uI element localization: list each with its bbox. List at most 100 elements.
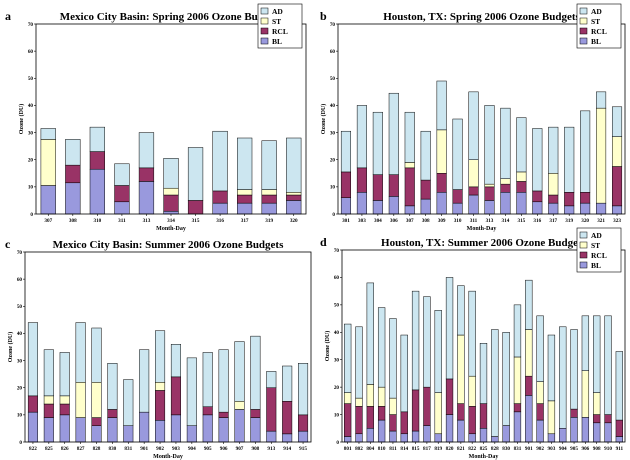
bar-segment-bl — [604, 422, 612, 443]
bar-segment-ad — [547, 334, 556, 402]
bar-segment-ad — [366, 282, 374, 385]
bar-segment-bl — [536, 419, 544, 443]
bar-segment-st — [366, 384, 374, 407]
x-tick-label: 801 — [344, 446, 352, 452]
bar-segment-bl — [356, 192, 367, 215]
bar-segment-bl — [202, 414, 213, 443]
bar-segment-ad — [286, 137, 302, 193]
x-tick-label: 810 — [378, 446, 386, 452]
bar-segment-rcl — [261, 194, 277, 204]
bar-segment-rcl — [43, 403, 54, 418]
x-tick-label: 830 — [502, 446, 510, 452]
bar-segment-rcl — [580, 192, 591, 204]
bar-segment-rcl — [250, 409, 261, 418]
y-axis-label: Ozone (DU) — [7, 332, 14, 363]
bar-segment-rcl — [423, 386, 431, 426]
bar-segment-bl — [186, 425, 197, 443]
y-tick-label: 70 — [334, 248, 340, 254]
bar-segment-rcl — [65, 164, 81, 184]
x-tick-label: 830 — [108, 446, 116, 452]
bar-segment-bl — [581, 417, 590, 443]
x-tick-label: 903 — [548, 446, 556, 452]
bar-segment-bl — [282, 433, 293, 443]
bar-segment-st — [468, 375, 476, 407]
bar-segment-st — [516, 171, 527, 182]
bar-segment-rcl — [163, 194, 179, 212]
x-tick-label: 828 — [491, 446, 499, 452]
bar-segment-st — [593, 392, 601, 415]
y-tick-label: 20 — [28, 158, 34, 164]
panel-letter: a — [5, 9, 11, 23]
y-tick-label: 0 — [19, 440, 22, 446]
legend-label-st: ST — [591, 17, 600, 26]
bar-segment-rcl — [107, 409, 118, 418]
legend-label-bl: BL — [272, 37, 282, 46]
bar-segment-bl — [525, 395, 533, 443]
bar-segment-rcl — [564, 192, 575, 207]
bar-segment-bl — [532, 201, 543, 215]
bar-segment-bl — [436, 192, 447, 215]
bar-segment-rcl — [411, 389, 420, 432]
panel-letter: b — [320, 9, 327, 23]
bar-segment-rcl — [593, 414, 601, 424]
x-tick-label: 911 — [616, 446, 624, 452]
x-tick-label: 901 — [525, 446, 533, 452]
bar-segment-st — [404, 162, 415, 169]
bar-segment-ad — [237, 137, 253, 190]
bar-segment-bl — [212, 202, 228, 215]
y-tick-label: 40 — [334, 330, 340, 336]
bar-segment-ad — [434, 310, 442, 393]
bar-segment-bl — [377, 419, 386, 443]
x-tick-label: 310 — [93, 218, 101, 224]
legend-swatch-rcl — [579, 251, 588, 259]
bar-segment-ad — [479, 343, 488, 404]
bar-segment-ad — [536, 315, 544, 382]
x-tick-label: 826 — [61, 446, 69, 452]
bar-segment-ad — [457, 285, 465, 336]
bar-segment-rcl — [548, 194, 559, 204]
bar-segment-ad — [388, 92, 399, 175]
bar-segment-ad — [59, 352, 70, 397]
x-tick-label: 811 — [389, 446, 397, 452]
bar-segment-st — [548, 173, 559, 196]
bar-segment-rcl — [218, 411, 229, 418]
x-tick-label: 319 — [265, 218, 273, 224]
x-tick-label: 804 — [366, 446, 374, 452]
x-tick-label: 903 — [172, 446, 180, 452]
chart-title: Houston, TX: Summer 2006 Ozone Budgets — [381, 237, 587, 249]
bar-segment-bl — [434, 433, 442, 443]
y-tick-label: 30 — [334, 358, 340, 364]
y-tick-label: 70 — [330, 22, 336, 28]
bar-segment-st — [457, 334, 465, 404]
y-tick-label: 50 — [330, 76, 336, 82]
bar-segment-rcl — [420, 179, 431, 200]
bar-segment-ad — [372, 111, 383, 175]
bar-segment-bl — [513, 411, 522, 443]
x-tick-label: 914 — [283, 446, 291, 452]
y-tick-label: 60 — [28, 49, 34, 55]
y-tick-label: 60 — [334, 275, 340, 281]
bar-segment-ad — [500, 107, 511, 179]
x-tick-label: 905 — [204, 446, 212, 452]
bar-segment-ad — [445, 277, 454, 380]
bar-segment-ad — [163, 158, 179, 189]
y-tick-label: 20 — [330, 158, 336, 164]
legend-label-bl: BL — [591, 37, 601, 46]
bar-segment-bl — [43, 417, 54, 443]
chart-d: d Houston, TX: Summer 2006 Ozone Budgets 0… — [320, 227, 626, 460]
bar-segment-rcl — [202, 406, 213, 416]
bar-segment-rcl — [513, 403, 522, 413]
bar-segment-st — [91, 382, 102, 418]
bar-segment-ad — [389, 318, 397, 399]
bar-segment-rcl — [187, 200, 204, 215]
bar-segment-st — [355, 397, 363, 407]
bar-segment-bl — [570, 417, 578, 443]
y-axis-label: Ozone (DU) — [320, 104, 327, 135]
legend-label-rcl: RCL — [272, 27, 288, 36]
x-tick-label: 819 — [434, 446, 442, 452]
bar-segment-bl — [457, 419, 465, 443]
chart-panel-a: a Mexico City Basin: Spring 2006 Ozone Bu… — [0, 0, 315, 232]
bar-segment-bl — [400, 433, 408, 443]
bar-segment-ad — [89, 126, 105, 152]
